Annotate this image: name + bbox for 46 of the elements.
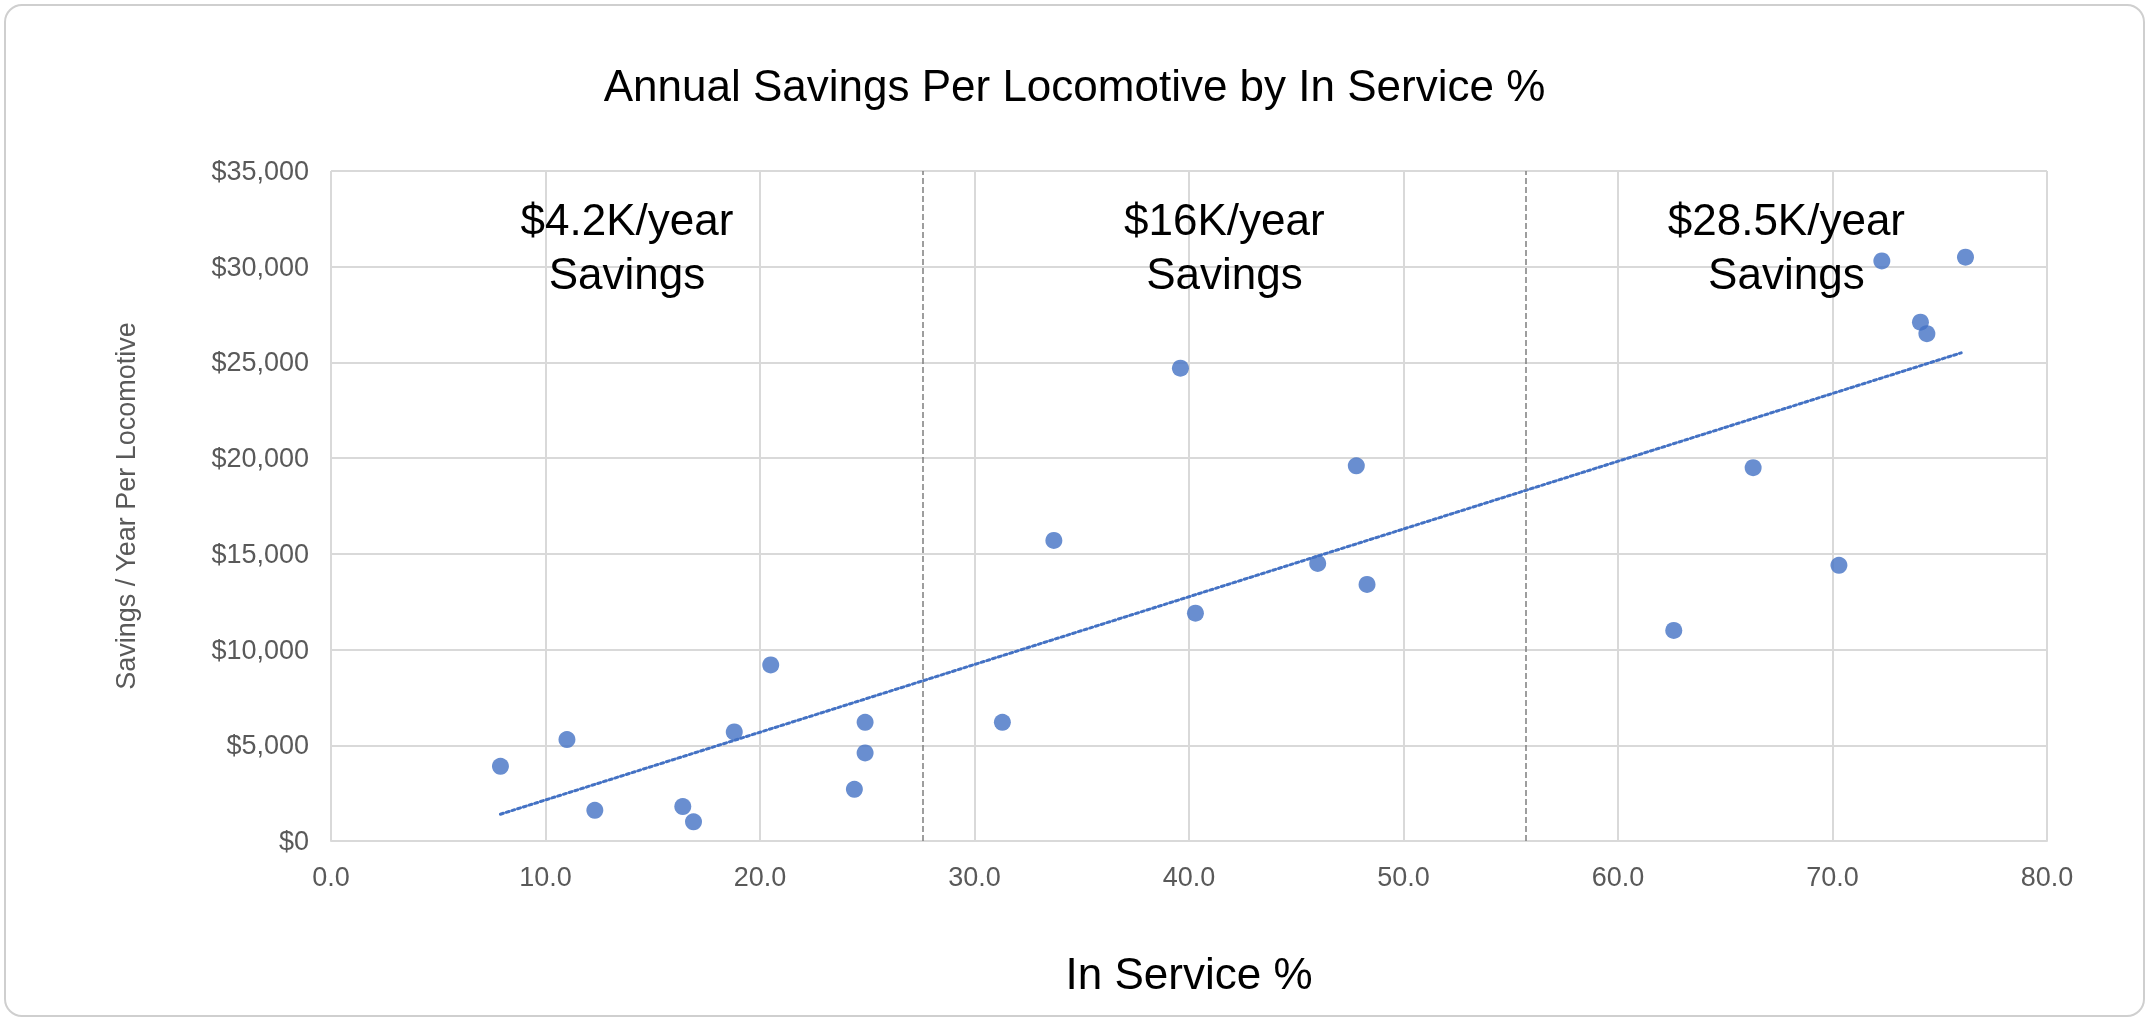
point (1347, 457, 1365, 475)
y-tick-label: $10,000 (211, 634, 309, 665)
point (993, 713, 1011, 731)
x-tick-label: 50.0 (1377, 861, 1430, 892)
y-tick-label: $25,000 (211, 347, 309, 378)
annotation: $4.2K/year Savings (520, 194, 734, 298)
x-tick-label: 40.0 (1162, 861, 1216, 892)
point (856, 744, 874, 762)
x-tick-label: 80.0 (2020, 861, 2074, 892)
y-tick-label: $5,000 (226, 730, 309, 761)
annotation: $16K/year Savings (1124, 194, 1325, 298)
point (1918, 325, 1936, 343)
x-tick-label: 60.0 (1591, 861, 1645, 892)
y-tick-label: $20,000 (211, 443, 309, 474)
y-axis-title: Savings / Year Per Locomotive (110, 322, 141, 690)
point (558, 731, 576, 749)
point (1171, 359, 1189, 377)
y-tick-label: $35,000 (211, 156, 309, 186)
point (1873, 252, 1891, 270)
point (856, 713, 874, 731)
point (1744, 459, 1762, 477)
x-tick-label: 20.0 (733, 861, 787, 892)
chart-title: Annual Savings Per Locomotive by In Service % (603, 60, 1546, 110)
annotation: $28.5K/year Savings (1667, 194, 1906, 298)
point (674, 798, 692, 816)
point (1309, 554, 1327, 572)
point (1186, 604, 1204, 622)
point (725, 723, 743, 741)
y-tick-label: $15,000 (211, 538, 309, 569)
point (1830, 556, 1848, 574)
y-tick-label: $0 (278, 826, 309, 856)
point (685, 813, 703, 831)
point (845, 780, 863, 798)
y-tick-label: $30,000 (211, 251, 309, 282)
point (1665, 621, 1683, 639)
x-axis-title: In Service % (1065, 948, 1313, 998)
point (491, 757, 509, 775)
point (586, 801, 604, 819)
x-tick-label: 0.0 (312, 861, 350, 892)
point (762, 656, 780, 674)
x-tick-label: 70.0 (1806, 861, 1859, 892)
point (1957, 248, 1974, 266)
point (1358, 575, 1376, 593)
point (1045, 531, 1063, 549)
x-tick-label: 30.0 (948, 861, 1001, 892)
x-tick-label: 10.0 (519, 861, 572, 892)
